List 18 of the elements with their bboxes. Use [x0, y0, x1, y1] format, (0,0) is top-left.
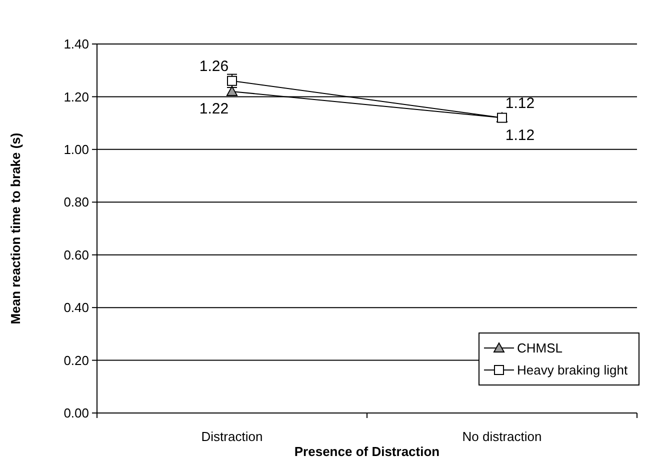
y-axis-title: Mean reaction time to brake (s) [8, 132, 23, 324]
y-tick-label: 0.40 [64, 300, 89, 316]
x-tick-label: No distraction [462, 429, 542, 444]
x-axis-title: Presence of Distraction [294, 444, 440, 459]
data-label: 1.12 [505, 94, 535, 112]
x-tick-label: Distraction [201, 429, 263, 444]
y-tick-label: 1.00 [64, 142, 89, 157]
legend-label: CHMSL [517, 340, 563, 356]
data-label: 1.26 [199, 58, 229, 75]
data-label: 1.22 [199, 100, 229, 118]
y-tick-label: 1.40 [64, 36, 89, 52]
data-label: 1.12 [505, 126, 535, 144]
y-tick-label: 0.80 [64, 194, 89, 210]
y-tick-label: 1.20 [64, 89, 89, 104]
y-tick-label: 0.60 [64, 247, 89, 262]
y-tick-label: 0.00 [64, 406, 89, 421]
y-tick-label: 0.20 [64, 352, 89, 368]
legend-label: Heavy braking light [517, 362, 628, 378]
